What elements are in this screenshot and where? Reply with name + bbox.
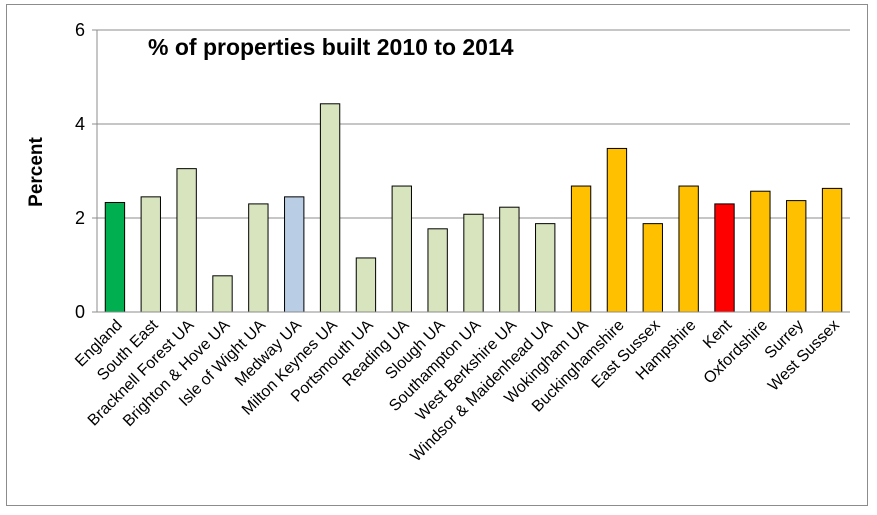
bar: [248, 203, 269, 313]
y-tick-labels: 0 2 4 6: [75, 20, 85, 322]
bar: [786, 200, 807, 313]
bar: [140, 196, 161, 313]
y-tick-label: 4: [75, 114, 85, 134]
bar: [606, 147, 628, 313]
bar: [642, 223, 663, 313]
bar: [355, 257, 377, 313]
bar: [319, 103, 341, 313]
bar: [821, 187, 843, 313]
bar: [463, 213, 484, 313]
bar: [212, 275, 233, 313]
bar: [714, 203, 735, 313]
y-tick-label: 0: [75, 302, 85, 322]
bar: [570, 185, 592, 313]
axes: [92, 29, 850, 313]
chart-title: % of properties built 2010 to 2014: [148, 34, 514, 60]
bar: [499, 206, 520, 313]
bar: [104, 201, 126, 313]
bar: [678, 185, 699, 313]
y-tick-label: 2: [75, 208, 85, 228]
y-tick-label: 6: [75, 20, 85, 40]
bar: [391, 185, 412, 313]
bar: [176, 168, 197, 313]
bar: [750, 190, 771, 313]
bar: [284, 196, 305, 313]
y-axis-label: Percent: [26, 136, 47, 206]
bars: [104, 103, 843, 313]
bar: [427, 228, 448, 313]
bar: [535, 223, 556, 313]
